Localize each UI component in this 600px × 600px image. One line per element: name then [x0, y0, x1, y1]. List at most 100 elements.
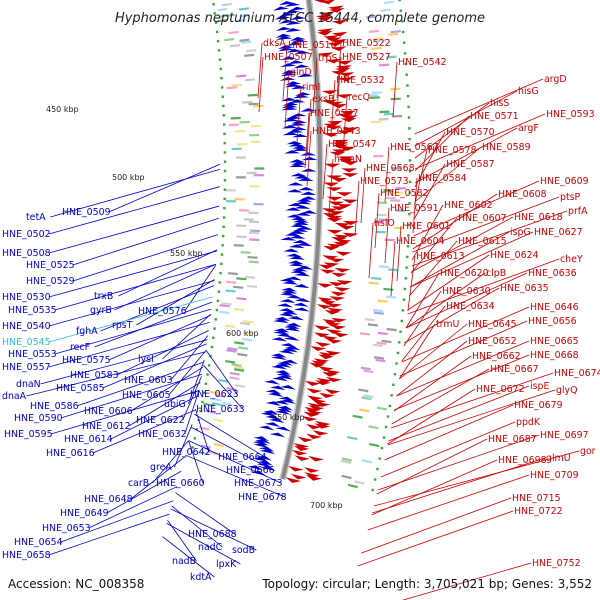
- forward-gene-mark: [336, 93, 353, 99]
- scale-tick: [406, 255, 409, 259]
- forward-gene-mark: [310, 346, 327, 352]
- gene-label-forward: HNE_0627: [534, 227, 583, 238]
- leader-line: [108, 314, 211, 361]
- kbp-mark: 550 kbp: [170, 249, 203, 258]
- leader-line: [322, 143, 328, 200]
- leader-line: [88, 486, 178, 529]
- forward-gene-mark: [326, 196, 343, 201]
- leader-line: [411, 210, 568, 267]
- forward-gene-mark: [326, 215, 343, 220]
- gene-label-reverse: HNE_0633: [196, 404, 245, 415]
- scale-tick: [212, 3, 215, 6]
- forward-gene-mark: [306, 474, 322, 481]
- forward-gene-mark: [328, 210, 345, 216]
- gene-label-forward: HNE_0630: [442, 286, 491, 297]
- gene-label-forward: HNE_0667: [490, 364, 539, 375]
- reverse-gene-mark: [290, 15, 306, 21]
- gene-label-forward: argD: [544, 74, 567, 85]
- gene-label-forward: HNE_0620: [440, 268, 489, 279]
- feature-block: [376, 341, 387, 346]
- reverse-gene-mark: [297, 177, 314, 181]
- gene-label-forward: HNE_0527: [342, 52, 391, 63]
- scale-tick: [390, 394, 393, 397]
- forward-gene-mark: [293, 443, 310, 449]
- scale-tick: [392, 383, 395, 386]
- reverse-gene-mark: [289, 122, 306, 126]
- forward-gene-mark: [314, 423, 331, 429]
- leader-line: [175, 492, 236, 535]
- forward-gene-mark: [313, 332, 330, 338]
- reverse-gene-mark: [288, 262, 305, 267]
- gene-label-reverse: HNE_0525: [26, 260, 75, 271]
- feature-block: [388, 268, 399, 272]
- reverse-gene-mark: [295, 200, 312, 205]
- scale-tick: [207, 364, 211, 367]
- forward-gene-mark: [340, 117, 357, 123]
- feature-block: [368, 425, 379, 430]
- leader-line: [413, 163, 446, 220]
- forward-gene-mark: [342, 173, 359, 178]
- reverse-gene-mark: [285, 276, 302, 281]
- leader-line: [414, 131, 446, 188]
- leader-line: [48, 513, 170, 556]
- forward-gene-mark: [304, 380, 321, 386]
- reverse-gene-mark: [289, 235, 306, 239]
- leader-line: [409, 231, 510, 288]
- reverse-gene-mark: [273, 319, 290, 324]
- scale-tick: [220, 262, 223, 266]
- reverse-gene-mark: [275, 363, 292, 368]
- feature-block: [239, 38, 250, 42]
- reverse-gene-mark: [300, 152, 317, 156]
- scale-tick: [399, 330, 402, 333]
- forward-gene-mark: [325, 302, 342, 308]
- gene-label-reverse: nadC: [198, 542, 223, 553]
- gene-label-forward: HNE_0602: [444, 200, 493, 211]
- reverse-gene-mark: [293, 284, 310, 289]
- leader-line: [184, 390, 200, 435]
- feature-block: [366, 52, 377, 56]
- gene-label-forward: HNE_0646: [530, 302, 579, 313]
- leader-line: [152, 440, 189, 484]
- leader-line: [403, 290, 442, 347]
- reverse-gene-mark: [274, 316, 291, 321]
- feature-block: [224, 37, 235, 42]
- leader-line: [114, 263, 216, 311]
- forward-gene-mark: [290, 473, 307, 480]
- gene-label-forward: HNE_0635: [500, 283, 549, 294]
- forward-gene-mark: [342, 127, 359, 132]
- gene-label-forward: ppdK: [516, 417, 541, 428]
- feature-block: [233, 244, 244, 247]
- feature-block: [341, 459, 352, 464]
- feature-block: [346, 436, 358, 441]
- forward-gene-mark: [338, 225, 355, 230]
- reverse-gene-mark: [293, 50, 310, 55]
- leader-line: [405, 272, 440, 329]
- reverse-gene-mark: [300, 108, 317, 112]
- scale-tick: [382, 436, 386, 439]
- gene-label-reverse: ubiG: [164, 399, 186, 410]
- forward-gene-mark: [328, 258, 345, 263]
- forward-gene-mark: [313, 358, 330, 364]
- feature-block: [373, 311, 384, 315]
- gene-label-reverse: HNE_0509: [62, 207, 111, 218]
- reverse-gene-mark: [286, 214, 303, 218]
- forward-gene-mark: [304, 406, 321, 413]
- gene-label-forward: HNE_0593: [546, 109, 595, 120]
- gene-label-forward: HNE_0722: [514, 506, 563, 517]
- leader-line: [411, 204, 444, 261]
- accession-text: Accession: NC_008358: [8, 577, 144, 591]
- forward-gene-mark: [322, 255, 339, 260]
- scale-tick: [214, 318, 217, 321]
- leader-line: [399, 320, 528, 377]
- forward-gene-mark: [293, 445, 310, 452]
- forward-gene-mark: [308, 405, 325, 411]
- leader-line: [100, 285, 215, 332]
- forward-gene-mark: [324, 369, 341, 375]
- feature-block: [360, 366, 371, 371]
- kbp-mark: 500 kbp: [112, 173, 145, 182]
- leader-line: [40, 339, 208, 385]
- reverse-gene-mark: [284, 232, 301, 237]
- forward-gene-mark: [323, 262, 340, 267]
- feature-block: [213, 442, 224, 448]
- scale-tick: [406, 245, 410, 248]
